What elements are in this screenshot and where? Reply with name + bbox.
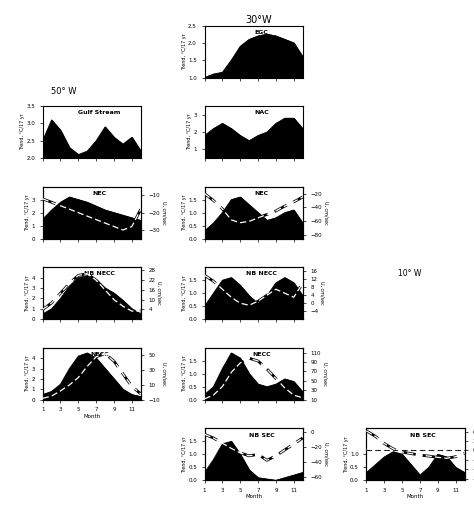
Text: Gulf Stream: Gulf Stream	[78, 110, 121, 115]
Text: NB NECC: NB NECC	[246, 271, 277, 276]
Y-axis label: Trend, °C/17 yr: Trend, °C/17 yr	[25, 194, 30, 231]
Text: NECC: NECC	[252, 352, 271, 357]
Y-axis label: Trend, °C/17 yr: Trend, °C/17 yr	[182, 33, 187, 70]
Text: NEC: NEC	[255, 191, 268, 196]
Text: 50° W: 50° W	[51, 87, 77, 97]
Y-axis label: U, cm/sec: U, cm/sec	[162, 201, 166, 224]
Y-axis label: U, cm/sec: U, cm/sec	[323, 201, 328, 224]
X-axis label: Month: Month	[83, 414, 100, 419]
Y-axis label: Trend, °C/17 yr: Trend, °C/17 yr	[25, 275, 30, 312]
Text: NECC: NECC	[90, 352, 109, 357]
Text: 30°W: 30°W	[245, 15, 272, 26]
Text: NEC: NEC	[92, 191, 107, 196]
Y-axis label: U, cm/sec: U, cm/sec	[162, 362, 166, 386]
Y-axis label: U, cm/sec: U, cm/sec	[157, 282, 162, 305]
Text: EGC: EGC	[255, 30, 268, 35]
Y-axis label: Trend, °C/17 yr: Trend, °C/17 yr	[344, 436, 349, 473]
X-axis label: Month: Month	[245, 494, 262, 499]
Y-axis label: Trend, °C/17 yr: Trend, °C/17 yr	[187, 114, 192, 150]
Text: NB SEC: NB SEC	[410, 432, 436, 437]
Text: NB NECC: NB NECC	[84, 271, 115, 276]
Y-axis label: U, cm/sec: U, cm/sec	[320, 282, 325, 305]
Y-axis label: Trend, °C/17 yr: Trend, °C/17 yr	[25, 356, 30, 392]
Y-axis label: Trend, °C/17 yr: Trend, °C/17 yr	[182, 356, 187, 392]
Y-axis label: Trend, °C/17 yr: Trend, °C/17 yr	[182, 436, 187, 473]
Text: NB SEC: NB SEC	[248, 432, 274, 437]
Text: NAC: NAC	[254, 110, 269, 115]
Text: 10° W: 10° W	[398, 269, 422, 278]
Y-axis label: Trend, °C/17 yr: Trend, °C/17 yr	[20, 114, 25, 150]
Y-axis label: Trend, °C/17 yr: Trend, °C/17 yr	[182, 275, 187, 312]
Y-axis label: Trend, °C/17 yr: Trend, °C/17 yr	[182, 194, 187, 231]
X-axis label: Month: Month	[407, 494, 424, 499]
Y-axis label: U, cm/sec: U, cm/sec	[323, 443, 328, 466]
Y-axis label: U, cm/sec: U, cm/sec	[322, 362, 327, 386]
